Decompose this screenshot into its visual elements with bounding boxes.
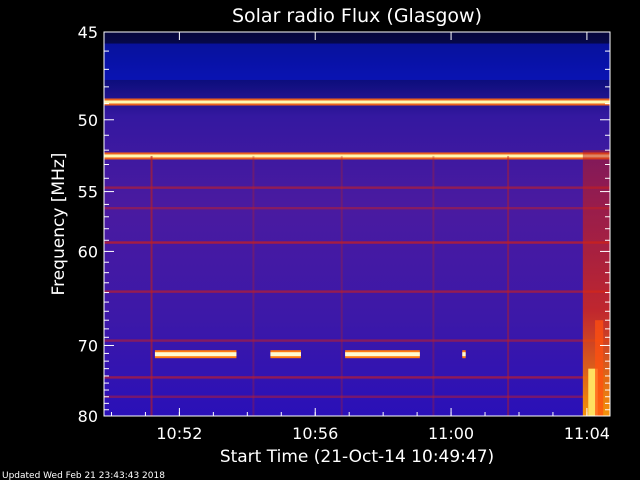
spectral-line <box>104 376 610 379</box>
x-tick-label: 11:00 <box>428 424 474 443</box>
spectral-line <box>104 206 610 210</box>
interference-burst <box>154 352 237 357</box>
interference-burst <box>462 352 466 357</box>
vertical-interference-line <box>507 155 510 416</box>
spectral-line <box>104 339 610 342</box>
update-timestamp: Updated Wed Feb 21 23:43:43 2018 <box>2 471 165 480</box>
spectral-line <box>104 395 610 398</box>
y-tick-label: 60 <box>78 242 98 261</box>
y-tick-label: 50 <box>78 111 98 130</box>
vertical-interference-line <box>340 155 343 416</box>
y-axis-label: Frequency [MHz] <box>49 153 69 296</box>
vertical-interference-line <box>150 155 153 416</box>
spectrogram-background <box>104 32 610 416</box>
spectral-line <box>104 290 610 293</box>
x-axis-label: Start Time (21-Oct-14 10:49:47) <box>220 447 494 467</box>
band-46mhz <box>104 43 610 80</box>
x-tick-label: 10:52 <box>156 424 202 443</box>
interference-burst <box>345 352 420 357</box>
vertical-interference-line <box>252 155 255 416</box>
radio-burst-arm <box>595 320 604 416</box>
chart-title: Solar radio Flux (Glasgow) <box>232 5 482 27</box>
spectral-line <box>104 241 610 244</box>
x-axis: 10:52 10:56 11:00 11:04 <box>110 32 610 443</box>
x-tick-label: 10:56 <box>292 424 338 443</box>
spectral-line <box>104 154 610 158</box>
y-tick-label: 55 <box>78 183 98 202</box>
plot-area <box>104 32 610 416</box>
y-tick-label: 45 <box>78 23 98 42</box>
spectral-line <box>104 100 610 104</box>
spectral-line <box>104 186 610 189</box>
y-tick-label: 80 <box>78 407 98 426</box>
y-axis: 45 50 55 60 70 80 <box>78 23 610 426</box>
vertical-interference-line <box>432 155 435 416</box>
x-tick-label: 11:04 <box>564 424 610 443</box>
plot-frame <box>103 31 611 417</box>
y-tick-label: 70 <box>78 336 98 355</box>
radio-burst-core <box>588 368 598 416</box>
interference-burst <box>270 352 301 357</box>
